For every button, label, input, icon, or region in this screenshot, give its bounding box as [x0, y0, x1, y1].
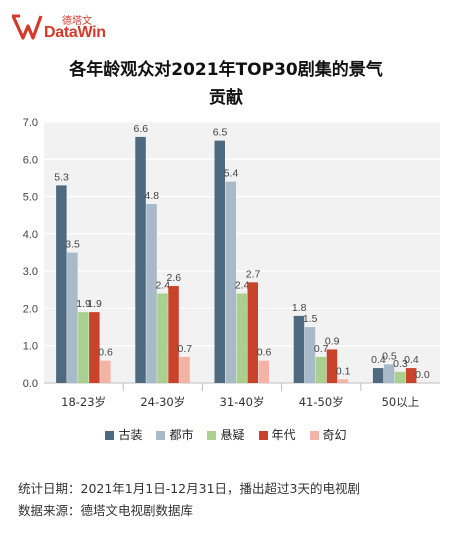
bar-chart: 0.0 1.0 2.0 3.0 4.0 5.0 6.0 7.0 5.3 3.5 1.91.9 0.6 1…: [23, 117, 440, 409]
x-tick-label: 50以上: [382, 395, 420, 409]
data-label: 1.8: [292, 302, 307, 314]
legend-swatch: [309, 431, 319, 440]
data-label: 0.3: [393, 358, 408, 370]
footnote-source: 数据来源：德塔文电视剧数据库: [18, 503, 194, 518]
chart-legend: 古装 都市 悬疑 年代 奇幻: [0, 426, 452, 443]
data-label: 2.6: [166, 272, 181, 284]
legend-item: 古装: [105, 426, 142, 443]
y-tick-label: 0.0: [23, 378, 38, 390]
data-label: 6.6: [133, 123, 148, 135]
chart-title-line-1: 各年龄观众对2021年TOP30剧集的景气: [69, 60, 383, 80]
data-label: 0.4: [404, 354, 419, 366]
datawin-logo: 德塔文 DataWin: [10, 12, 130, 46]
bar: [56, 185, 67, 383]
data-label: 2.4: [235, 280, 250, 292]
footnote-period: 统计日期：2021年1月1日-12月31日，播出超过3天的电视剧: [18, 481, 360, 496]
logo-en-text: DataWin: [44, 24, 106, 41]
y-tick-label: 5.0: [23, 192, 38, 204]
bar: [179, 356, 190, 383]
data-label: 5.3: [54, 171, 69, 183]
bar: [214, 140, 225, 383]
legend-label: 古装: [118, 428, 143, 442]
data-label: 1.9: [87, 298, 102, 310]
data-label: 0.6: [257, 347, 272, 359]
bar: [78, 312, 89, 383]
legend-item: 奇幻: [309, 426, 347, 443]
bar: [247, 282, 258, 383]
bar: [236, 293, 247, 383]
data-label: 1.9: [76, 298, 91, 310]
data-label: 0.1: [336, 365, 351, 377]
bar: [326, 349, 338, 383]
x-tick-label: 18-23岁: [61, 395, 106, 409]
data-label: 0.5: [382, 350, 397, 362]
data-label: 0.7: [314, 343, 329, 355]
x-tick-label: 41-50岁: [299, 395, 344, 409]
bar: [293, 315, 305, 383]
data-label: 2.7: [246, 268, 261, 280]
data-label: 0.9: [325, 335, 340, 347]
y-tick-label: 7.0: [23, 117, 38, 129]
y-tick-label: 3.0: [23, 266, 38, 278]
bar: [146, 204, 157, 383]
legend-item: 都市: [156, 426, 193, 443]
data-label: 4.8: [144, 190, 159, 202]
bar: [304, 327, 316, 383]
data-label: 5.4: [224, 168, 239, 180]
legend-item: 悬疑: [207, 426, 245, 443]
data-label: 3.5: [65, 239, 80, 251]
footnote: 统计日期：2021年1月1日-12月31日，播出超过3天的电视剧 数据来源：德塔…: [18, 478, 360, 522]
y-tick-label: 2.0: [23, 303, 38, 315]
bar: [157, 293, 168, 383]
x-tick-label: 31-40岁: [220, 395, 265, 409]
bar: [258, 360, 269, 383]
bar: [135, 136, 146, 383]
legend-label: 年代: [271, 428, 296, 442]
chart-title-line-2: 贡献: [209, 88, 243, 108]
legend-swatch: [105, 431, 115, 440]
bar: [67, 252, 78, 383]
legend-label: 都市: [169, 428, 194, 442]
logo-cn-text: 德塔文: [62, 16, 92, 27]
legend-item: 年代: [258, 426, 296, 443]
data-label: 0.4: [371, 354, 386, 366]
bar: [225, 181, 236, 383]
bar: [337, 379, 349, 383]
datawin-logo-icon: [11, 14, 43, 40]
y-tick-label: 1.0: [23, 341, 38, 353]
bar: [168, 286, 179, 383]
bar: [383, 364, 395, 383]
data-label: 1.5: [303, 313, 318, 325]
bar: [372, 368, 384, 383]
legend-label: 奇幻: [322, 428, 347, 442]
bar: [394, 371, 406, 383]
data-label: 0.6: [98, 347, 113, 359]
bar: [89, 312, 100, 383]
chart-title: 各年龄观众对2021年TOP30剧集的景气 贡献: [0, 56, 452, 112]
legend-label: 悬疑: [220, 428, 245, 442]
data-label: 0.0: [415, 369, 430, 381]
bar: [405, 368, 417, 383]
y-tick-label: 4.0: [23, 229, 38, 241]
data-label: 6.5: [213, 127, 228, 139]
legend-swatch: [258, 431, 268, 440]
legend-swatch: [207, 431, 217, 440]
bar: [315, 356, 327, 383]
data-label: 2.4: [155, 280, 170, 292]
y-tick-label: 6.0: [23, 154, 38, 166]
legend-swatch: [156, 431, 166, 440]
data-label: 0.7: [177, 343, 192, 355]
x-tick-label: 24-30岁: [140, 395, 185, 409]
bar: [100, 360, 111, 383]
